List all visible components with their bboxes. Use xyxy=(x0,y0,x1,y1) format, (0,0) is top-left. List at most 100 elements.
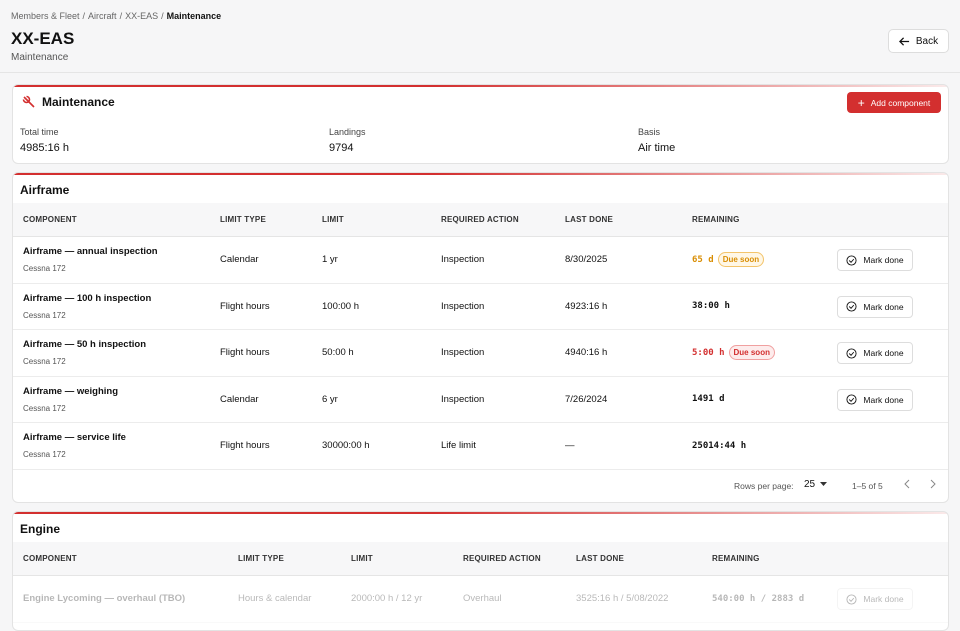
mark-done-label: Mark done xyxy=(863,348,904,358)
mark-done-label: Mark done xyxy=(863,394,904,405)
breadcrumb-item[interactable]: Members & Fleet xyxy=(11,11,80,21)
column-header: REMAINING xyxy=(692,215,740,224)
column-header: LAST DONE xyxy=(565,215,614,224)
table-row: Airframe — annual inspection Cessna 172 Ca… xyxy=(13,237,948,284)
back-button[interactable]: Back xyxy=(888,29,949,53)
last-done-cell: 8/30/2025 xyxy=(565,254,608,266)
action-cell: Inspection xyxy=(441,300,485,312)
rows-per-page-select[interactable]: 25 xyxy=(804,479,828,490)
breadcrumb-separator: / xyxy=(161,11,164,21)
mark-done-button[interactable]: Mark done xyxy=(837,295,913,318)
limit-type-cell: Calendar xyxy=(220,393,259,405)
mark-done-button[interactable]: Mark done xyxy=(837,342,913,364)
breadcrumb-separator: / xyxy=(82,11,86,21)
limit-type-cell: Calendar xyxy=(220,254,259,266)
limit-type-cell: Flight hours xyxy=(220,440,270,452)
remaining-value: 5:00 h xyxy=(692,347,725,358)
column-header: COMPONENT xyxy=(23,554,77,563)
add-label: Add component xyxy=(870,97,931,108)
page-title: XX-EAS xyxy=(11,29,75,48)
mark-done-button[interactable]: Mark done xyxy=(837,249,913,271)
component-model: Cessna 172 xyxy=(23,310,66,320)
mark-done-label: Mark done xyxy=(863,301,904,312)
stat: Total time 4985:16 h xyxy=(20,127,69,154)
summary-card: Maintenance + Add component Total time 498… xyxy=(12,84,949,164)
remaining-value: 38:00 h xyxy=(692,301,730,312)
breadcrumb: Members & Fleet / Aircraft / XX-EAS / Maintena… xyxy=(11,11,221,21)
add-component-button[interactable]: + Add component xyxy=(847,92,941,113)
breadcrumb-item[interactable]: Aircraft xyxy=(88,11,117,21)
action-cell: Inspection xyxy=(441,347,485,359)
component-name: Airframe — service life xyxy=(23,432,126,444)
stat-value: 9794 xyxy=(329,142,354,154)
table-row: Airframe — 100 h inspection Cessna 172 Fli… xyxy=(13,284,948,330)
last-done-cell: 3525:16 h / 5/08/2022 xyxy=(576,593,669,605)
stat-value: 4985:16 h xyxy=(20,142,69,154)
action-cell: Life limit xyxy=(441,440,476,452)
page-range: 1–5 of 5 xyxy=(852,481,883,491)
limit-type-cell: Flight hours xyxy=(220,300,270,312)
status-badge: Due soon xyxy=(728,345,775,361)
remaining-value: 25014:44 h xyxy=(692,440,747,451)
action-cell: Overhaul xyxy=(463,593,502,605)
breadcrumb-separator: / xyxy=(119,11,123,21)
rows-per-page-value: 25 xyxy=(804,479,816,490)
page-nav[interactable] xyxy=(903,479,937,489)
last-done-cell: — xyxy=(565,440,575,452)
mark-done-button[interactable]: Mark done xyxy=(837,388,913,411)
breadcrumb-item[interactable]: XX-EAS xyxy=(125,11,159,21)
last-done-cell: 4923:16 h xyxy=(565,300,608,312)
limit-type-cell: Hours & calendar xyxy=(238,593,312,605)
remaining-cell: 1491 d xyxy=(692,377,725,423)
remaining-cell: 540:00 h / 2883 d xyxy=(712,576,804,622)
column-header: LIMIT xyxy=(351,554,373,563)
component-model: Cessna 172 xyxy=(23,264,66,274)
column-header: LIMIT xyxy=(322,215,344,224)
section-card: Engine COMPONENT LIMIT TYPE LIMIT REQUIRED A… xyxy=(12,511,949,631)
remaining-value: 1491 d xyxy=(692,394,725,405)
limit-cell: 2000:00 h / 12 yr xyxy=(351,593,423,605)
last-done-cell: 4940:16 h xyxy=(565,347,608,359)
mark-done-label: Mark done xyxy=(863,594,904,604)
table-row: Engine Lycoming — overhaul (TBO) Hours & … xyxy=(13,576,948,623)
section-card: Airframe COMPONENT LIMIT TYPE LIMIT REQUIRED… xyxy=(12,172,949,503)
remaining-value: 65 d xyxy=(692,254,714,265)
page: Members & Fleet / Aircraft / XX-EAS / Maintena… xyxy=(0,11,960,631)
component-cell: Airframe — 50 h inspection Cessna 172 xyxy=(23,330,146,376)
limit-cell: 50:00 h xyxy=(322,347,354,359)
stat-value: Air time xyxy=(638,142,676,154)
status-badge: Due soon xyxy=(717,252,765,268)
page-subtitle: Maintenance xyxy=(11,52,69,63)
stat: Basis Air time xyxy=(638,127,675,154)
back-label: Back xyxy=(915,35,939,47)
mark-done-button[interactable]: Mark done xyxy=(837,588,913,610)
column-header: LIMIT TYPE xyxy=(220,215,266,224)
component-cell: Airframe — weighing Cessna 172 xyxy=(23,377,118,423)
section-title: Airframe xyxy=(20,183,70,197)
remaining-value: 540:00 h / 2883 d xyxy=(712,593,805,604)
breadcrumb-item: Maintenance xyxy=(166,11,222,21)
rows-per-page-label: Rows per page: xyxy=(734,481,794,491)
action-cell: Inspection xyxy=(441,254,485,266)
column-header: REMAINING xyxy=(712,554,760,563)
remaining-cell: 65 d Due soon xyxy=(692,237,765,283)
component-cell: Airframe — 100 h inspection Cessna 172 xyxy=(23,284,151,330)
component-cell: Engine Lycoming — overhaul (TBO) xyxy=(23,576,185,622)
divider xyxy=(0,72,960,73)
component-name: Airframe — annual inspection xyxy=(23,246,158,258)
component-model: Cessna 172 xyxy=(23,357,66,367)
limit-cell: 100:00 h xyxy=(322,300,359,312)
component-name: Engine Lycoming — overhaul (TBO) xyxy=(23,593,186,605)
column-header: REQUIRED ACTION xyxy=(441,215,519,224)
last-done-cell: 7/26/2024 xyxy=(565,393,608,405)
table-row: Airframe — service life Cessna 172 Flight … xyxy=(13,423,948,470)
mark-done-label: Mark done xyxy=(863,255,904,265)
remaining-cell: 38:00 h xyxy=(692,284,730,330)
limit-cell: 30000:00 h xyxy=(322,440,370,452)
action-cell: Inspection xyxy=(441,393,485,405)
section-title: Engine xyxy=(20,522,61,536)
column-header: COMPONENT xyxy=(23,215,77,224)
column-header: REQUIRED ACTION xyxy=(463,554,541,563)
component-cell: Airframe — service life Cessna 172 xyxy=(23,423,126,469)
stat-label: Basis xyxy=(638,127,661,137)
